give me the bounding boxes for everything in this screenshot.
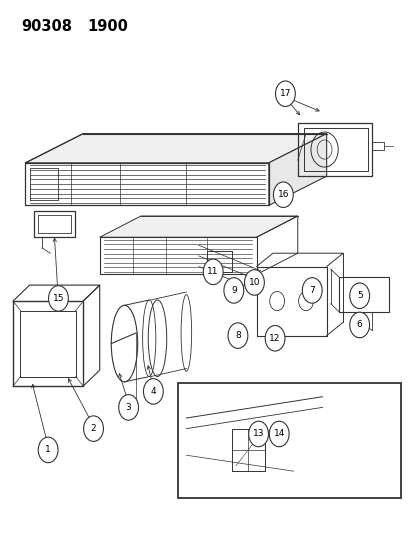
Circle shape bbox=[244, 270, 264, 295]
Text: 13: 13 bbox=[252, 430, 263, 439]
Circle shape bbox=[223, 278, 243, 303]
Circle shape bbox=[349, 283, 369, 309]
Circle shape bbox=[48, 286, 68, 311]
Text: 15: 15 bbox=[52, 294, 64, 303]
Text: 90308: 90308 bbox=[21, 19, 72, 34]
Circle shape bbox=[119, 394, 138, 420]
Circle shape bbox=[143, 378, 163, 404]
Circle shape bbox=[268, 421, 288, 447]
Circle shape bbox=[301, 278, 321, 303]
Text: 14: 14 bbox=[273, 430, 284, 439]
FancyBboxPatch shape bbox=[178, 383, 400, 498]
Text: 6: 6 bbox=[356, 320, 362, 329]
Text: 8: 8 bbox=[235, 331, 240, 340]
Text: 10: 10 bbox=[248, 278, 260, 287]
Circle shape bbox=[273, 182, 292, 207]
Polygon shape bbox=[268, 134, 326, 205]
Text: 4: 4 bbox=[150, 387, 156, 396]
Circle shape bbox=[349, 312, 369, 338]
Text: 5: 5 bbox=[356, 291, 362, 300]
Circle shape bbox=[38, 437, 58, 463]
Circle shape bbox=[275, 81, 294, 107]
Circle shape bbox=[265, 326, 284, 351]
Text: 2: 2 bbox=[90, 424, 96, 433]
Text: 17: 17 bbox=[279, 89, 290, 98]
Text: 9: 9 bbox=[230, 286, 236, 295]
Circle shape bbox=[248, 421, 268, 447]
Circle shape bbox=[203, 259, 223, 285]
Text: 16: 16 bbox=[277, 190, 288, 199]
Polygon shape bbox=[100, 216, 297, 237]
Circle shape bbox=[228, 323, 247, 349]
Text: 1900: 1900 bbox=[87, 19, 128, 34]
Text: 11: 11 bbox=[207, 268, 218, 276]
Text: 3: 3 bbox=[126, 403, 131, 412]
Text: 12: 12 bbox=[269, 334, 280, 343]
Text: 1: 1 bbox=[45, 446, 51, 455]
Circle shape bbox=[83, 416, 103, 441]
Polygon shape bbox=[25, 134, 326, 163]
Text: 7: 7 bbox=[309, 286, 314, 295]
